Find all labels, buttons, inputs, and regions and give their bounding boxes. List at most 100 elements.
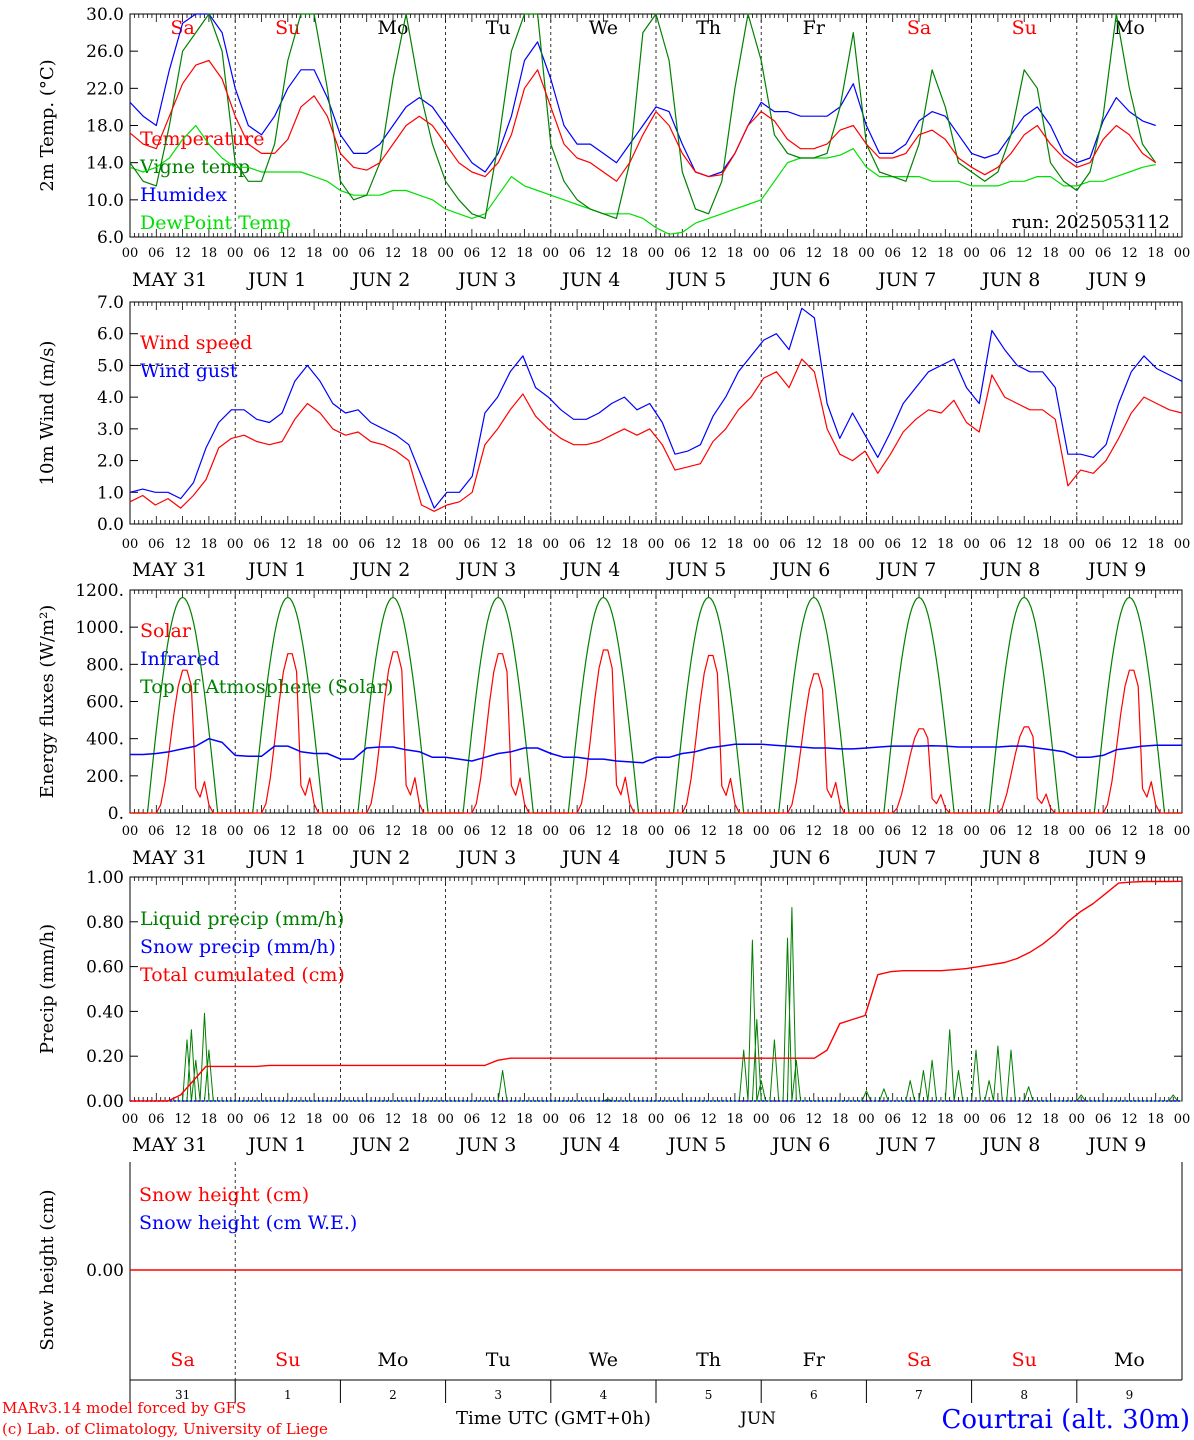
hour-tick-label: 18 bbox=[411, 1112, 428, 1127]
hour-tick-label: 06 bbox=[464, 537, 481, 552]
weekday-label: We bbox=[589, 17, 618, 39]
hour-tick-label: 18 bbox=[201, 1112, 218, 1127]
hour-tick-label: 12 bbox=[1121, 246, 1138, 261]
hour-tick-label: 06 bbox=[1095, 1112, 1112, 1127]
legend-snow-height-cm-: Snow height (cm) bbox=[139, 1184, 309, 1206]
y-tick-label: 0.80 bbox=[86, 913, 124, 933]
hour-tick-label: 00 bbox=[858, 1112, 875, 1127]
hour-tick-label: 12 bbox=[385, 824, 402, 839]
hour-tick-label: 18 bbox=[937, 824, 954, 839]
hour-tick-label: 12 bbox=[1016, 246, 1033, 261]
hour-tick-label: 12 bbox=[595, 537, 612, 552]
date-label: JUN 6 bbox=[770, 847, 830, 869]
hour-tick-label: 18 bbox=[516, 824, 533, 839]
hour-tick-label: 12 bbox=[174, 537, 191, 552]
date-label: JUN 8 bbox=[980, 559, 1040, 581]
run-label: run: 2025053112 bbox=[1012, 212, 1170, 233]
hour-tick-label: 00 bbox=[1069, 537, 1086, 552]
hour-tick-label: 12 bbox=[174, 824, 191, 839]
hour-tick-label: 00 bbox=[122, 246, 139, 261]
y-tick-label: 22.0 bbox=[86, 79, 124, 99]
y-tick-label: 0.20 bbox=[86, 1047, 124, 1067]
weekday-label: Mo bbox=[378, 17, 409, 39]
hour-tick-label: 06 bbox=[674, 824, 691, 839]
hour-tick-label: 00 bbox=[332, 824, 349, 839]
hour-tick-label: 00 bbox=[543, 1112, 560, 1127]
hour-tick-label: 00 bbox=[437, 1112, 454, 1127]
station-label: Courtrai (alt. 30m) bbox=[942, 1405, 1191, 1435]
hour-tick-label: 06 bbox=[674, 537, 691, 552]
hour-tick-label: 00 bbox=[753, 246, 770, 261]
hour-tick-label: 00 bbox=[122, 824, 139, 839]
day-number: 1 bbox=[284, 1388, 292, 1402]
hour-tick-label: 06 bbox=[358, 537, 375, 552]
hour-tick-label: 18 bbox=[1147, 824, 1164, 839]
date-label: JUN 1 bbox=[246, 1134, 306, 1156]
date-label: JUN 1 bbox=[246, 847, 306, 869]
hour-tick-label: 18 bbox=[1042, 1112, 1059, 1127]
hour-tick-label: 18 bbox=[832, 824, 849, 839]
weekday-label: Fr bbox=[803, 1349, 826, 1371]
date-label: JUN 5 bbox=[666, 1134, 726, 1156]
hour-tick-label: 00 bbox=[648, 537, 665, 552]
hour-tick-label: 18 bbox=[621, 824, 638, 839]
hour-tick-label: 12 bbox=[490, 1112, 507, 1127]
y-tick-label: 6.0 bbox=[97, 228, 124, 248]
hour-tick-label: 06 bbox=[990, 1112, 1007, 1127]
date-label: MAY 31 bbox=[132, 847, 207, 869]
y-tick-label: 0.00 bbox=[86, 1261, 124, 1281]
hour-tick-label: 06 bbox=[464, 1112, 481, 1127]
series-liquid-precip bbox=[130, 907, 1182, 1102]
hour-tick-label: 18 bbox=[306, 824, 323, 839]
date-label: JUN 1 bbox=[246, 559, 306, 581]
hour-tick-label: 12 bbox=[280, 1112, 297, 1127]
date-label: JUN 4 bbox=[560, 847, 620, 869]
time-axis-title: Time UTC (GMT+0h) bbox=[456, 1408, 651, 1429]
hour-tick-label: 18 bbox=[937, 1112, 954, 1127]
hour-tick-label: 06 bbox=[569, 246, 586, 261]
hour-tick-label: 06 bbox=[779, 246, 796, 261]
hour-tick-label: 18 bbox=[201, 824, 218, 839]
hour-tick-label: 06 bbox=[1095, 246, 1112, 261]
y-tick-label: 1200. bbox=[75, 581, 124, 601]
y-tick-label: 200. bbox=[86, 767, 124, 787]
series-total-cumulated bbox=[130, 880, 1183, 1102]
panel-5: 0.00 Snow height (cm) Snow height (cm) Snow… bbox=[37, 1162, 1183, 1403]
date-label: JUN 9 bbox=[1086, 269, 1146, 291]
date-label: JUN 3 bbox=[456, 269, 516, 291]
y-tick-label: 0.60 bbox=[86, 958, 124, 978]
hour-tick-label: 18 bbox=[411, 824, 428, 839]
hour-tick-label: 06 bbox=[779, 1112, 796, 1127]
hour-tick-label: 12 bbox=[490, 246, 507, 261]
date-label: JUN 2 bbox=[350, 847, 410, 869]
day-number: 7 bbox=[915, 1388, 923, 1402]
hour-tick-label: 06 bbox=[1095, 537, 1112, 552]
legend-liquid-precip-mm-h-: Liquid precip (mm/h) bbox=[140, 908, 344, 930]
y-tick-label: 0. bbox=[108, 804, 124, 824]
hour-tick-label: 12 bbox=[911, 1112, 928, 1127]
hour-tick-label: 12 bbox=[1016, 1112, 1033, 1127]
hour-tick-label: 00 bbox=[1174, 824, 1191, 839]
hour-tick-label: 12 bbox=[806, 246, 823, 261]
hour-tick-label: 00 bbox=[227, 824, 244, 839]
hour-tick-label: 18 bbox=[937, 246, 954, 261]
hour-tick-label: 06 bbox=[569, 537, 586, 552]
y-tick-label: 2.0 bbox=[97, 452, 124, 472]
y-tick-label: 1.0 bbox=[97, 483, 124, 503]
hour-tick-label: 12 bbox=[280, 246, 297, 261]
series-wind-gust bbox=[129, 307, 1183, 509]
hour-tick-label: 06 bbox=[464, 824, 481, 839]
hour-tick-label: 00 bbox=[753, 824, 770, 839]
hour-tick-label: 00 bbox=[122, 537, 139, 552]
day-number: 31 bbox=[175, 1388, 190, 1402]
date-label: JUN 4 bbox=[560, 1134, 620, 1156]
date-label: JUN 9 bbox=[1086, 1134, 1146, 1156]
hour-tick-label: 12 bbox=[490, 537, 507, 552]
y-tick-label: 26.0 bbox=[86, 42, 124, 62]
date-label: MAY 31 bbox=[132, 559, 207, 581]
hour-tick-label: 12 bbox=[1121, 537, 1138, 552]
hour-tick-label: 06 bbox=[464, 246, 481, 261]
weekday-label: Th bbox=[696, 17, 721, 39]
date-label: JUN 8 bbox=[980, 1134, 1040, 1156]
hour-tick-label: 18 bbox=[727, 1112, 744, 1127]
